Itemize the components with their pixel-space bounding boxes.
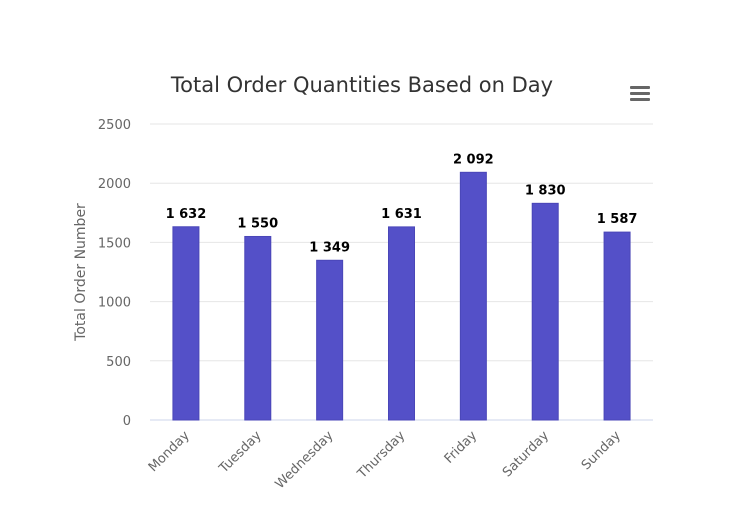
x-axis-ticks: Monday Tuesday Wednesday Thursday Friday Satu…	[146, 428, 624, 492]
y-tick-label: 1000	[98, 296, 131, 311]
bars	[172, 171, 631, 421]
bar-thursday[interactable]	[388, 226, 415, 421]
x-tick-label: Wednesday	[273, 428, 337, 492]
data-label: 2 092	[453, 152, 494, 167]
y-tick-label: 1500	[98, 236, 131, 251]
data-label: 1 631	[381, 207, 422, 222]
bar-saturday[interactable]	[531, 202, 559, 421]
x-tick-label: Saturday	[500, 428, 552, 480]
x-tick-label: Monday	[146, 428, 193, 475]
y-tick-label: 500	[106, 355, 131, 370]
y-tick-label: 2500	[98, 118, 131, 133]
bar-sunday[interactable]	[603, 231, 631, 421]
y-axis-ticks: 0 500 1000 1500 2000 2500	[98, 118, 131, 429]
bar-tuesday[interactable]	[244, 235, 272, 421]
bar-wednesday[interactable]	[316, 259, 344, 421]
y-tick-label: 0	[123, 414, 131, 429]
data-label: 1 587	[597, 212, 638, 227]
x-tick-label: Sunday	[579, 428, 624, 473]
y-tick-label: 2000	[98, 177, 131, 192]
data-label: 1 349	[309, 240, 350, 255]
bar-friday[interactable]	[459, 171, 487, 421]
data-label: 1 550	[237, 216, 278, 231]
x-tick-label: Friday	[442, 428, 481, 467]
y-axis-title: Total Order Number	[73, 203, 89, 342]
x-tick-label: Tuesday	[216, 428, 265, 477]
data-label: 1 830	[525, 183, 566, 198]
chart-context-menu-button[interactable]	[628, 84, 652, 104]
data-label: 1 632	[166, 207, 207, 222]
bar-monday[interactable]	[172, 226, 200, 421]
data-labels: 1 632 1 550 1 349 1 631 2 092 1 830 1 587	[166, 152, 638, 255]
x-tick-label: Thursday	[354, 428, 408, 482]
chart-title: Total Order Quantities Based on Day	[170, 73, 554, 97]
